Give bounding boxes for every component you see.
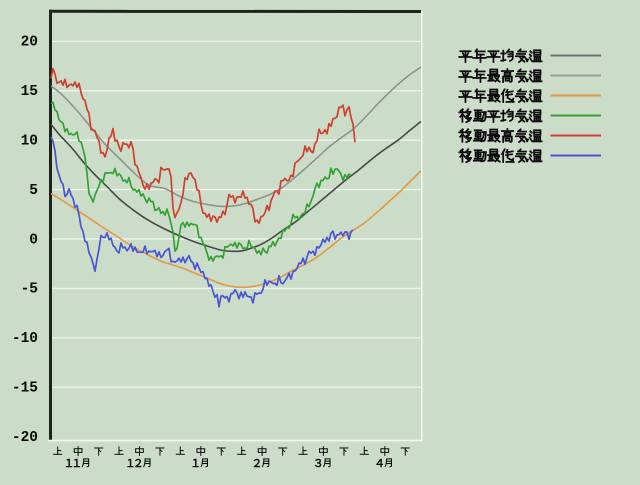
- svg-text:４: ４: [374, 457, 385, 471]
- svg-text:15: 15: [21, 84, 38, 100]
- svg-text:-15: -15: [12, 381, 38, 397]
- svg-text:２: ２: [133, 457, 144, 471]
- svg-text:-5: -5: [21, 282, 38, 298]
- svg-text:１: １: [190, 457, 201, 471]
- svg-text:5: 5: [29, 183, 38, 199]
- svg-text:10: 10: [21, 134, 38, 150]
- svg-text:１: １: [71, 457, 82, 471]
- svg-text:２: ２: [251, 457, 262, 471]
- svg-text:0: 0: [29, 232, 38, 248]
- svg-text:３: ３: [313, 457, 324, 471]
- svg-text:-10: -10: [12, 331, 38, 347]
- svg-text:-20: -20: [12, 430, 38, 446]
- svg-text:20: 20: [21, 35, 38, 51]
